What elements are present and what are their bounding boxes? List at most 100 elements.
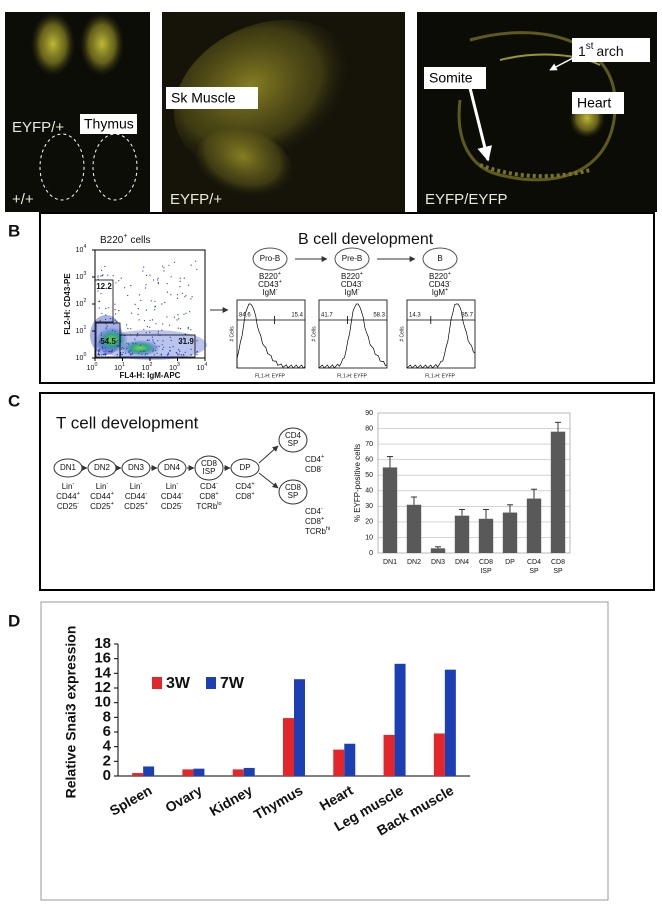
bar [478,518,494,553]
event-dot [128,350,130,352]
y-tick-label: 103 [76,271,87,280]
stage-node [252,247,288,271]
event-dot [113,323,115,325]
genotype-label: EYFP/EYFP [425,191,508,208]
tick-base: 10 [142,365,150,372]
text-run: CD4 [200,482,217,491]
marker-label: B220+ [429,271,451,281]
event-dot [158,345,160,347]
event-dot [143,320,146,322]
event-dot [115,341,118,343]
event-dot [99,349,101,351]
tick-exponent: 2 [83,298,86,304]
marker-label: Lin- [166,481,179,491]
event-dot [132,342,134,344]
micrograph-muscle: Sk Muscle EYFP/+ [162,12,405,212]
event-dot [145,332,147,334]
bar [283,718,294,776]
node [157,458,187,478]
event-dot [173,316,175,318]
y-tick-label: 102 [76,298,87,307]
histogram-curve [318,303,388,369]
event-dot [114,342,116,344]
event-dot [145,284,147,286]
event-dot [179,328,182,330]
text-run: Lin [130,482,141,491]
event-dot [143,350,145,352]
text-run: CD25 [124,502,145,511]
event-dot [148,339,150,341]
text-run: 1 [578,43,586,59]
y-tick-label: 16 [94,650,111,667]
y-tick-label: 60 [365,457,373,464]
marker-label: Lin- [130,481,143,491]
tissue-label: Sk Muscle [171,90,236,106]
event-dot [102,347,104,349]
node [278,427,308,453]
tick-exponent: 2 [149,362,152,368]
event-dot [97,290,99,292]
text-run: CD8 [305,465,322,474]
event-dot [168,353,170,355]
event-dot [100,334,102,336]
tick-exponent: 3 [83,271,86,277]
event-dot [104,354,106,356]
bar [243,767,255,776]
event-dot [187,342,190,344]
event-dot [179,286,181,288]
event-dot [176,294,178,296]
event-dot [137,313,139,315]
event-dot [187,328,189,330]
event-dot [196,340,198,342]
marker-label: CD4- [305,506,323,516]
event-dot [166,316,168,318]
event-dot [138,352,140,354]
event-dot [130,350,132,352]
event-dot [138,294,141,296]
event-dot [176,319,178,321]
superscript: + [321,454,324,460]
marker-label: CD8- [305,464,323,474]
event-dot [184,351,186,353]
tick-exponent: 3 [177,362,180,368]
event-dot [157,283,159,285]
micrograph-embryo: Somite Heart EYFP/EYFP [417,12,657,212]
event-dot [191,296,193,298]
tick-exponent: 4 [83,244,86,250]
marker-label: CD44+ [90,491,114,501]
superscript: - [106,481,108,487]
y-tick-label: 18 [94,635,111,652]
event-dot [160,354,162,356]
text-run: B220 [429,272,448,281]
node [278,479,308,505]
histogram-y-label: # Cells [399,326,405,342]
text-run: Lin [166,482,177,491]
text-run: arch [596,43,623,59]
x-tick-label: Thymus [251,782,306,823]
event-dot [161,344,163,346]
event-dot [136,335,138,337]
marker-label: IgM- [262,287,277,297]
event-dot [126,324,128,326]
event-dot [112,275,114,277]
superscript: + [111,501,114,507]
event-dot [168,264,170,266]
event-dot [121,353,123,356]
x-axis-label: FL4-H: IgM-APC [120,371,181,380]
bar [394,663,406,776]
text-run: CD25 [161,502,182,511]
x-tick-label: 102 [142,362,153,371]
event-dot [146,339,148,341]
superscript: - [176,481,178,487]
event-dot [163,346,165,348]
event-dot [127,294,129,297]
event-dot [97,353,99,355]
y-tick-label: 6 [103,723,111,740]
event-dot [129,353,131,355]
event-dot [138,319,140,321]
bar [454,515,470,553]
bar [143,766,155,776]
event-dot [105,323,107,325]
event-dot [111,351,113,353]
